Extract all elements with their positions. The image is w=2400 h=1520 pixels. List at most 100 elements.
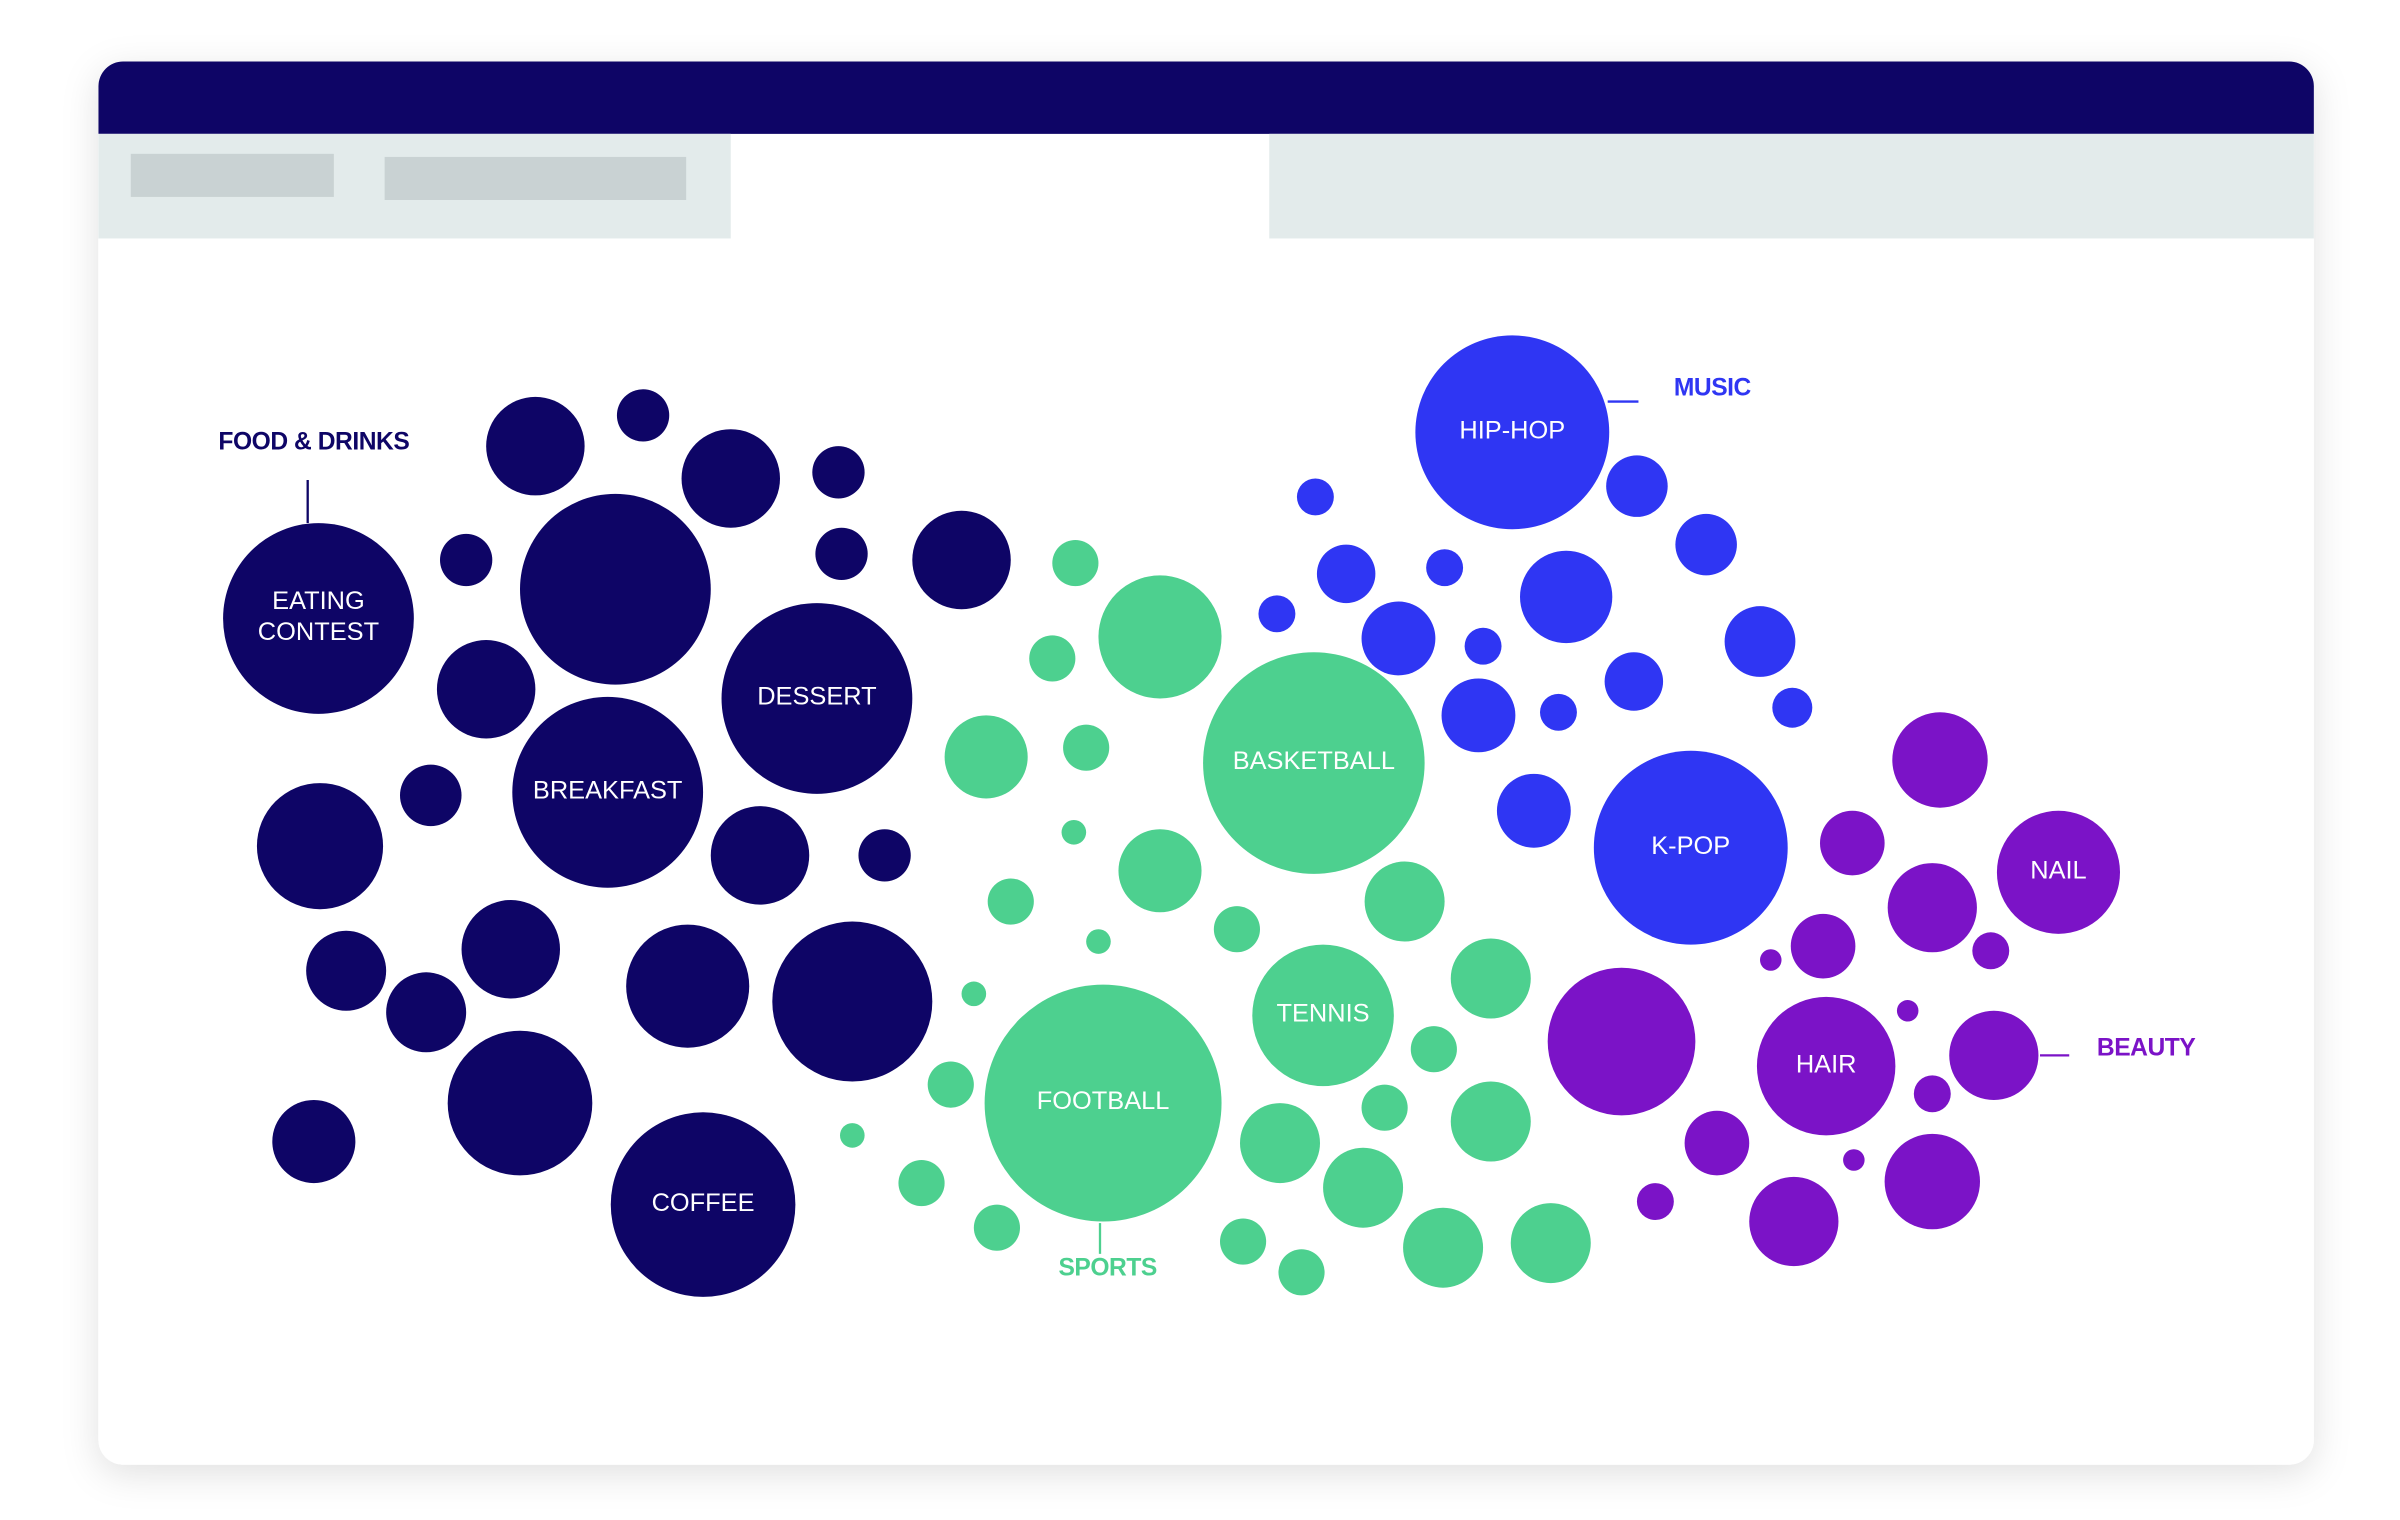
bubble bbox=[1086, 929, 1111, 954]
title-bar bbox=[98, 61, 2314, 134]
bubble bbox=[520, 493, 711, 685]
topic-bubble bbox=[512, 696, 704, 888]
bubble bbox=[1949, 1010, 2039, 1100]
bubble bbox=[306, 930, 387, 1011]
topic-bubble bbox=[721, 603, 913, 794]
bubble bbox=[256, 783, 384, 910]
bubble bbox=[681, 429, 780, 528]
bubble bbox=[1675, 513, 1737, 576]
group-label: MUSIC bbox=[1674, 375, 1752, 402]
bubble-label-box: HAIR bbox=[1796, 1051, 1857, 1079]
bubble bbox=[1410, 1026, 1457, 1073]
bubble bbox=[1213, 906, 1260, 953]
bubble bbox=[1540, 693, 1577, 731]
bubble bbox=[1820, 810, 1885, 876]
bubble bbox=[898, 1160, 945, 1207]
topic-bubble bbox=[1415, 335, 1610, 530]
bubble bbox=[1426, 549, 1464, 587]
bubble bbox=[1684, 1110, 1750, 1176]
bubble bbox=[1520, 550, 1613, 644]
bubble-label-box: BREAKFAST bbox=[532, 777, 683, 805]
bubble-label-box: COFFEE bbox=[651, 1189, 755, 1218]
bubble-label: DESSERT bbox=[757, 683, 877, 711]
bubble bbox=[1606, 455, 1668, 517]
bubble bbox=[858, 829, 911, 882]
bubble bbox=[1760, 949, 1782, 971]
topic-bubble bbox=[1203, 652, 1425, 874]
topic-bubble bbox=[610, 1112, 796, 1297]
topic-bubble bbox=[223, 523, 414, 714]
bubble bbox=[1464, 627, 1502, 665]
bubble-label-box: EATING CONTEST bbox=[257, 588, 380, 647]
bubble bbox=[1052, 540, 1099, 587]
bubble bbox=[626, 924, 750, 1048]
bubble bbox=[386, 972, 467, 1053]
bubble bbox=[486, 396, 585, 496]
bubble bbox=[961, 981, 987, 1007]
bubble-label: HIP-HOP bbox=[1459, 417, 1566, 445]
bubble bbox=[447, 1030, 593, 1176]
bubble bbox=[927, 1061, 974, 1108]
bubble bbox=[1098, 575, 1222, 699]
bubble bbox=[1258, 595, 1296, 633]
bubble bbox=[1896, 1000, 1919, 1022]
bubble bbox=[1441, 678, 1516, 753]
placeholder bbox=[384, 156, 687, 200]
bubble bbox=[710, 806, 810, 905]
group-label: BEAUTY bbox=[2097, 1035, 2196, 1062]
bubble bbox=[1843, 1149, 1865, 1171]
bubble bbox=[1724, 606, 1796, 677]
bubble-label: BASKETBALL bbox=[1232, 747, 1395, 776]
bubble bbox=[973, 1204, 1020, 1251]
bubble bbox=[1220, 1218, 1267, 1265]
bubble bbox=[1636, 1183, 1674, 1220]
bubble-label-box: HIP-HOP bbox=[1459, 417, 1566, 445]
topic-bubble bbox=[984, 984, 1222, 1222]
bubble bbox=[1361, 601, 1436, 676]
bubble bbox=[1496, 773, 1571, 848]
bubble bbox=[1884, 1133, 1980, 1230]
bubble bbox=[1510, 1203, 1591, 1284]
topic-bubble bbox=[1756, 996, 1896, 1136]
bubble-label-box: DESSERT bbox=[757, 683, 877, 711]
bubble bbox=[1403, 1207, 1484, 1288]
bubble bbox=[1772, 687, 1813, 728]
bubble bbox=[840, 1123, 865, 1148]
bubble bbox=[461, 900, 560, 999]
bubble-label-box: TENNIS bbox=[1276, 1000, 1370, 1028]
bubble bbox=[436, 640, 536, 739]
bubble bbox=[1061, 820, 1087, 845]
bubble bbox=[1790, 913, 1856, 979]
bubble bbox=[1972, 932, 2010, 970]
bubble-label: EATING CONTEST bbox=[257, 588, 380, 647]
bubble bbox=[1364, 861, 1445, 942]
bubble-label: NAIL bbox=[2030, 857, 2087, 885]
bubble-label: COFFEE bbox=[651, 1189, 755, 1218]
bubble bbox=[272, 1100, 356, 1184]
bubble bbox=[1547, 967, 1696, 1116]
bubble bbox=[1278, 1249, 1325, 1296]
bubble-label: K-POP bbox=[1651, 832, 1731, 861]
bubble-label: FOOTBALL bbox=[1036, 1087, 1170, 1116]
bubble bbox=[1749, 1176, 1839, 1267]
bubble-label-box: BASKETBALL bbox=[1232, 747, 1395, 776]
bubble-label-box: NAIL bbox=[2030, 857, 2087, 885]
bubble bbox=[1323, 1147, 1404, 1228]
toolbar-right bbox=[1269, 133, 2314, 239]
bubble-label: BREAKFAST bbox=[532, 777, 683, 805]
bubble bbox=[772, 921, 933, 1082]
bubble bbox=[1450, 1081, 1531, 1162]
bubble bbox=[1887, 863, 1977, 953]
bubble bbox=[1240, 1103, 1320, 1184]
bubble bbox=[1118, 829, 1202, 913]
bubble bbox=[944, 715, 1028, 799]
bubble bbox=[1604, 652, 1664, 711]
bubble bbox=[1029, 635, 1076, 682]
topic-bubble bbox=[1252, 944, 1394, 1087]
bubble bbox=[812, 446, 865, 499]
bubble-label: TENNIS bbox=[1276, 1000, 1370, 1028]
bubble bbox=[1316, 544, 1376, 604]
topic-bubble bbox=[1593, 750, 1788, 945]
